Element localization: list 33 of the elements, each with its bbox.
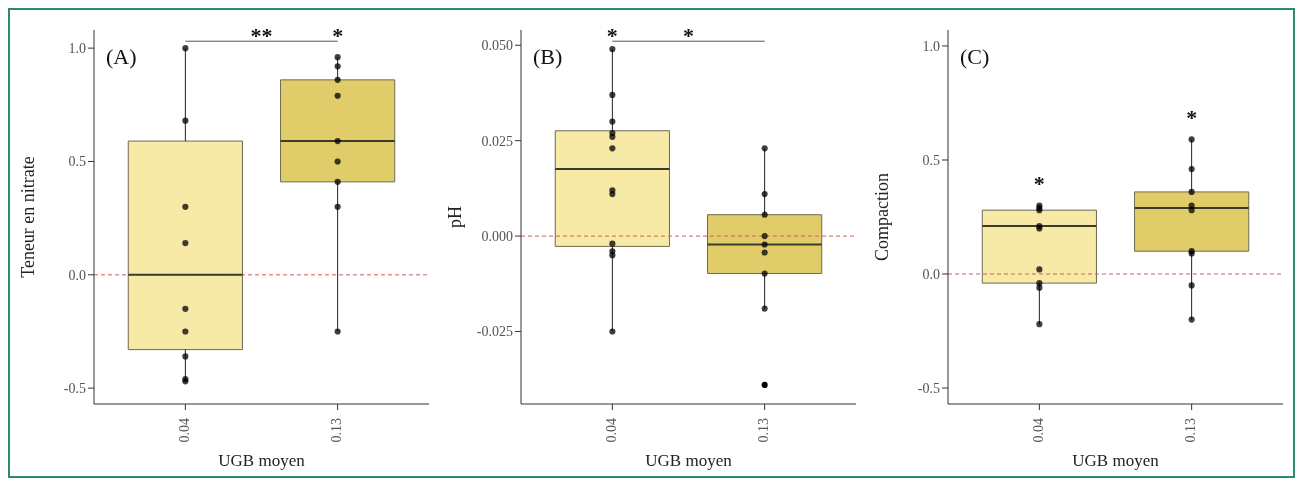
y-tick-label: -0.025 — [476, 324, 513, 340]
x-tick-label: 0.04 — [603, 418, 619, 443]
annotation: * — [1033, 171, 1045, 197]
annotation: * — [683, 23, 694, 49]
text: (B) — [533, 44, 563, 70]
y-tick-label: -0.5 — [63, 381, 86, 397]
annotation: * — [1186, 105, 1198, 131]
text: (C) — [960, 44, 990, 70]
y-tick-label: 0.025 — [481, 133, 513, 149]
y-tick-label: 0.5 — [68, 154, 86, 170]
x-axis-title: UGB moyen — [1072, 451, 1160, 470]
y-tick-label: 0.050 — [481, 38, 513, 54]
annotation: ** — [250, 23, 273, 49]
y-tick-label: 0.000 — [481, 229, 513, 245]
y-tick-label: 0.0 — [68, 267, 86, 283]
x-tick-label: 0.04 — [1030, 418, 1046, 443]
x-tick-label: 0.13 — [1182, 418, 1198, 443]
y-tick-label: 0.5 — [922, 152, 940, 168]
y-tick-label: -0.5 — [917, 381, 940, 397]
annotation: * — [332, 23, 344, 49]
y-axis-title: Teneur en nitrate — [18, 156, 39, 278]
y-axis-title: pH — [445, 206, 466, 228]
y-axis-title: Compaction — [872, 173, 893, 261]
x-axis-title: UGB moyen — [218, 451, 306, 470]
y-tick-label: 0.0 — [922, 266, 940, 282]
x-tick-label: 0.13 — [328, 418, 344, 443]
x-tick-label: 0.04 — [176, 418, 192, 443]
x-axis-title: UGB moyen — [645, 451, 733, 470]
annotation: * — [606, 23, 618, 49]
text: (A) — [106, 44, 137, 70]
x-tick-label: 0.13 — [755, 418, 771, 443]
y-tick-label: 1.0 — [922, 38, 940, 54]
y-tick-label: 1.0 — [68, 41, 86, 57]
